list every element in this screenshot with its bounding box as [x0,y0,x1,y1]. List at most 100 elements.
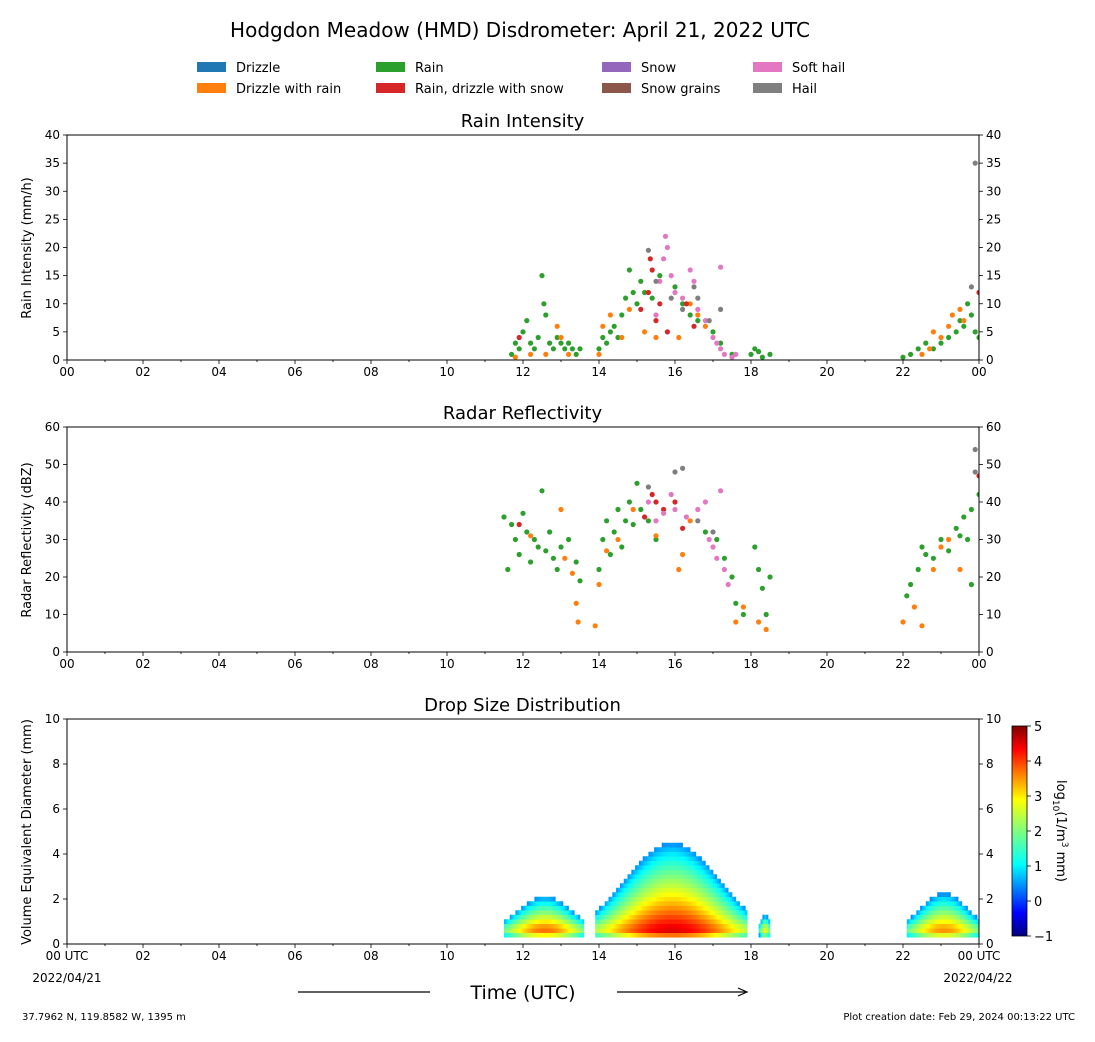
dsd-cell [678,856,681,862]
x-tick-label: 22 [895,949,910,963]
dsd-cell [760,928,763,934]
dsd-cell [656,860,659,866]
dsd-cell [665,851,668,857]
dsd-cell [504,932,507,938]
dsd-cell [513,923,516,929]
dsd-cell [937,905,940,911]
dsd-cell [532,910,535,916]
dsd-cell [714,896,718,902]
dsd-cell [929,919,932,925]
dsd-cell [623,887,626,893]
dsd-cell [650,874,653,880]
dsd-cell [944,892,947,898]
data-point [733,600,739,606]
dsd-cell [956,901,959,907]
dsd-cell [695,928,699,934]
dsd-cell [931,923,934,929]
dsd-cell [673,919,676,925]
dsd-cell [650,914,653,920]
dsd-cell [726,928,729,934]
dsd-cell [958,923,961,929]
dsd-cell [659,932,662,938]
dsd-cell [675,847,678,853]
dsd-cell [638,932,642,938]
dsd-cell [977,928,979,934]
dsd-cell [730,914,733,920]
dsd-cell [961,919,965,925]
dsd-cell [504,919,507,925]
dsd-cell [623,919,626,925]
dsd-cell [682,878,685,884]
dsd-cell [684,901,687,907]
dsd-cell [602,910,605,916]
dsd-cell [568,932,571,938]
dsd-cell [561,914,564,920]
dsd-cell [521,919,524,925]
dsd-cell [652,874,655,880]
data-point [615,334,621,341]
dsd-cell [732,932,735,938]
dsd-cell [633,878,636,884]
dsd-cell [967,923,970,929]
dsd-cell [644,905,647,911]
data-point [721,555,728,561]
dsd-cell [954,910,957,916]
dsd-cell [654,860,657,866]
data-point [729,574,735,580]
dsd-cell [637,869,640,875]
dsd-cell [678,896,681,902]
dsd-cell [606,932,609,938]
dsd-cell [760,919,763,925]
dsd-cell [671,932,674,938]
dsd-cell [766,932,769,938]
dsd-cell [690,883,693,889]
dsd-cell [737,923,740,929]
dsd-cell [703,928,706,934]
dsd-cell [627,892,630,898]
dsd-cell [735,932,738,938]
dsd-cell [661,905,664,911]
dsd-cell [944,896,947,902]
dsd-cell [678,865,681,871]
dsd-cell [667,851,670,857]
dsd-cell [648,869,651,875]
dsd-cell [623,923,626,929]
dsd-cell [709,919,712,925]
rain-intensity-title: Rain Intensity [461,111,585,132]
dsd-cell [663,860,666,866]
dsd-cell [618,928,621,934]
dsd-cell [733,896,737,902]
data-point [683,514,690,520]
dsd-cell [690,878,693,884]
data-point [683,301,690,307]
dsd-cell [695,860,699,866]
dsd-cell [684,874,687,880]
dsd-cell [690,851,693,857]
dsd-cell [549,914,552,920]
dsd-cell [667,860,670,866]
dsd-cell [676,847,680,853]
data-point [748,351,754,357]
dsd-cell [713,878,716,884]
dsd-cell [956,928,959,934]
legend-swatch [376,62,405,72]
dsd-cell [703,878,706,884]
dsd-cell [669,874,672,880]
dsd-cell [733,905,737,911]
dsd-cell [657,905,661,911]
dsd-cell [975,914,978,920]
dsd-cell [612,905,615,911]
dsd-cell [631,869,634,875]
dsd-cell [663,914,666,920]
dsd-cell [635,874,638,880]
dsd-cell [741,923,744,929]
dsd-cell [711,905,714,911]
dsd-cell [543,923,547,929]
dsd-cell [965,914,968,920]
dsd-cell [566,914,569,920]
dsd-cell [931,928,934,934]
dsd-cell [724,928,727,934]
dsd-cell [637,905,640,911]
dsd-cell [652,856,655,862]
dsd-cell [954,901,957,907]
